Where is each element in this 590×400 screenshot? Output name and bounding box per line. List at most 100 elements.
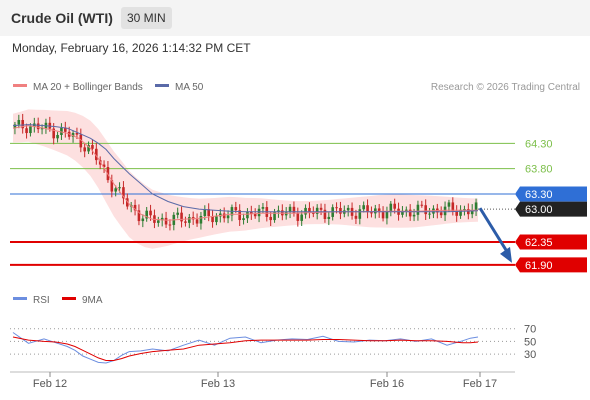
rsi-line <box>12 332 479 364</box>
candle-body <box>118 187 121 189</box>
candle <box>102 160 106 173</box>
candle-body <box>211 216 214 223</box>
candle-body <box>362 205 365 210</box>
candle-body <box>261 207 265 209</box>
candle <box>354 209 358 225</box>
rsi-ma-legend-label: 9MA <box>82 295 103 306</box>
candle-body <box>215 216 218 223</box>
candle-body <box>284 212 288 216</box>
candle <box>250 205 253 220</box>
forecast-arrow-shaft <box>478 207 511 256</box>
candle-body <box>56 134 59 139</box>
candle-body <box>269 216 272 221</box>
candle-body <box>75 132 79 135</box>
candle-body <box>335 207 338 209</box>
candle-body <box>273 212 276 221</box>
candle-body <box>401 210 404 215</box>
candle <box>199 211 203 230</box>
candle-body <box>327 216 331 219</box>
candle <box>439 206 443 219</box>
candle <box>339 201 342 220</box>
candle <box>424 199 427 221</box>
candle <box>83 142 86 158</box>
candle-body <box>157 220 160 223</box>
candle <box>168 219 172 231</box>
level-tag-box <box>515 201 587 217</box>
candle <box>40 124 44 135</box>
level-tag-63-00: 63.00 <box>515 201 587 217</box>
candle <box>358 205 362 225</box>
candle <box>133 199 137 216</box>
level-tag-63-80: 63.80 <box>525 164 553 176</box>
candle-body <box>288 206 292 213</box>
level-tag-63-30: 63.30 <box>515 186 587 202</box>
candle <box>157 216 160 227</box>
candle-body <box>145 210 148 219</box>
candle-body <box>312 212 315 214</box>
x-tick-label: Feb 13 <box>201 378 235 390</box>
candle-body <box>110 180 114 192</box>
candle <box>420 200 424 208</box>
candle <box>114 185 117 197</box>
candle <box>308 202 311 219</box>
candle <box>459 205 462 219</box>
candle-body <box>52 128 55 139</box>
level-tag-62-35: 62.35 <box>515 234 587 250</box>
candle-body <box>416 204 420 215</box>
candle-body <box>102 164 106 168</box>
candle <box>110 174 114 198</box>
candle-body <box>250 211 253 215</box>
candle <box>122 181 125 205</box>
candle-body <box>405 209 408 211</box>
candle-body <box>366 205 369 213</box>
candle-body <box>17 119 21 125</box>
candle-body <box>83 147 86 152</box>
candle-body <box>408 209 412 217</box>
candle-body <box>296 213 300 221</box>
timeframe-badge[interactable]: 30 MIN <box>121 7 172 29</box>
candle-body <box>443 206 447 216</box>
candle <box>242 213 245 225</box>
candle-body <box>160 217 164 221</box>
candle-body <box>467 209 470 215</box>
candle-body <box>133 204 137 211</box>
candle-body <box>238 210 241 221</box>
candle-body <box>25 128 28 134</box>
candle-body <box>428 213 431 215</box>
candle <box>269 211 272 227</box>
ma20-swatch <box>13 84 27 87</box>
candle-body <box>40 128 44 130</box>
candle-body <box>95 148 98 161</box>
candle <box>87 141 90 155</box>
candle <box>176 207 179 219</box>
candle-body <box>79 134 83 148</box>
ma20-legend-label: MA 20 + Bollinger Bands <box>33 82 143 93</box>
candle-body <box>374 208 377 214</box>
candle <box>21 113 24 134</box>
candle-body <box>64 127 67 132</box>
level-tag-box <box>515 186 587 202</box>
candle-body <box>126 198 129 207</box>
ma50-legend-label: MA 50 <box>175 82 204 93</box>
candle <box>428 208 431 219</box>
datetime-label: Monday, February 16, 2026 1:14:32 PM CET <box>12 41 251 55</box>
candle-body <box>203 209 207 217</box>
forecast-arrow-head <box>500 246 512 263</box>
candle-body <box>122 187 125 199</box>
rsi-legend-label: RSI <box>33 295 50 306</box>
candle <box>238 204 241 226</box>
candle <box>362 201 365 213</box>
candle-body <box>114 188 117 192</box>
candle-body <box>308 207 311 213</box>
candle <box>56 131 59 143</box>
candle-body <box>91 145 94 149</box>
candle-body <box>246 211 249 219</box>
x-tick-label: Feb 16 <box>370 378 404 390</box>
price-panel: 64.30 63.80 63.30 63.00 62.35 61.90 <box>10 109 587 273</box>
candle-body <box>29 126 32 134</box>
level-lines <box>10 142 515 266</box>
candle <box>184 216 187 227</box>
candle-body <box>470 209 474 215</box>
